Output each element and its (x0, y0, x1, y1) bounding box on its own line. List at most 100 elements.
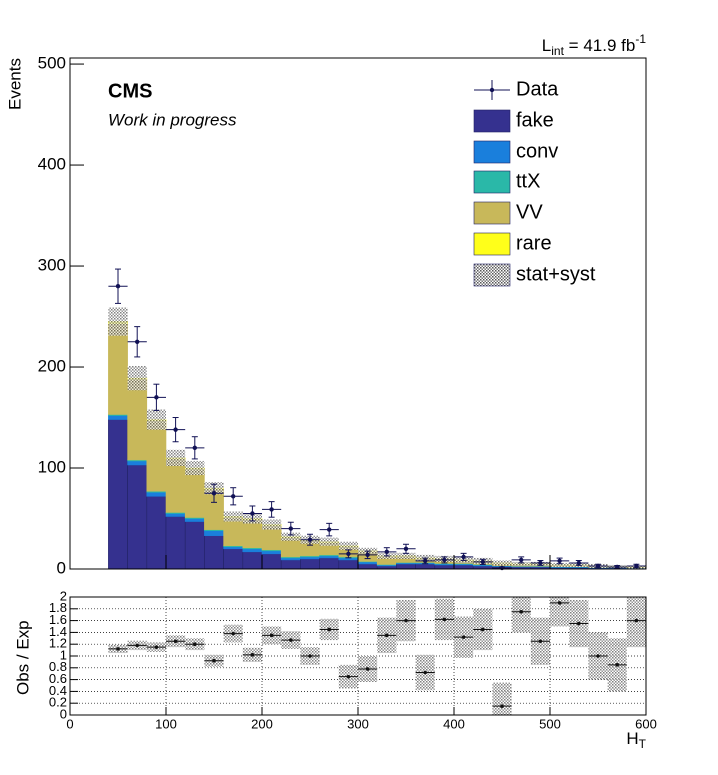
stack-segment (204, 535, 224, 570)
data-point (173, 427, 178, 432)
stack-segment (165, 513, 186, 517)
data-point (154, 395, 159, 400)
uncertainty-band (281, 532, 301, 541)
ratio-point (212, 658, 216, 663)
stack-segment (280, 559, 301, 570)
stack-segment (127, 464, 148, 570)
ratio-point (634, 618, 639, 623)
stack-segment (223, 546, 244, 550)
ratio-point (596, 654, 600, 658)
y-axis-label: Events (5, 58, 24, 110)
stack-segment (357, 561, 378, 565)
legend-swatch (473, 109, 511, 133)
stack-segment (434, 564, 455, 570)
ratio-point (231, 631, 235, 636)
data-point (442, 557, 447, 563)
legend-swatch (473, 201, 511, 225)
ratio-point (154, 645, 159, 649)
ratio-band (492, 682, 512, 715)
data-point (538, 560, 543, 566)
stack-segment (146, 420, 167, 492)
data-point (461, 554, 466, 560)
ratio-point (250, 653, 255, 657)
ratio-point (423, 670, 428, 675)
ratio-point (461, 635, 466, 639)
y-tick-label: 0.8 (49, 659, 67, 674)
lumi-label: Lint = 41.9 fb-1 (542, 32, 647, 58)
data-point (288, 526, 293, 531)
y-tick-label: 1.2 (49, 636, 67, 651)
y-tick-label: 0.2 (49, 695, 67, 710)
ratio-point (442, 617, 447, 622)
status-label: Work in progress (108, 110, 237, 129)
legend-swatch (473, 140, 511, 164)
data-point (346, 551, 351, 557)
uncertainty-band (223, 511, 243, 522)
ratio-band (550, 597, 570, 627)
stack-segment (108, 419, 128, 570)
ratio-point (519, 609, 523, 614)
text-part: int (551, 44, 564, 58)
uncertainty-band (127, 366, 147, 391)
stack-segment (280, 557, 301, 561)
stack-segment (300, 558, 320, 570)
x-tick-label: 100 (155, 716, 177, 731)
x-tick-label: 300 (347, 716, 369, 731)
data-point (211, 491, 217, 496)
y-tick-label: 100 (38, 457, 66, 476)
data-point (269, 507, 274, 512)
legend-label: rare (516, 232, 552, 254)
y-tick-label: 0 (57, 558, 66, 577)
legend-label: conv (516, 140, 558, 162)
ratio-point (615, 663, 619, 667)
y-tick-label: 1.4 (49, 624, 67, 639)
data-point (480, 559, 485, 565)
cms-label: CMS (108, 80, 152, 102)
uncertainty-band (319, 537, 339, 546)
data-point (384, 549, 389, 555)
uncertainty-band (396, 552, 416, 559)
stack-segment (223, 517, 244, 547)
ratio-point (538, 639, 543, 644)
stack-segment (223, 548, 244, 570)
ratio-band (511, 597, 531, 633)
text-part: = 41.9 fb (564, 36, 635, 55)
stack-segment (396, 563, 416, 570)
ratio-point (116, 647, 120, 651)
x-tick-label: 200 (251, 716, 273, 731)
stack-segment (108, 415, 128, 420)
uncertainty-band (262, 519, 282, 530)
ratio-point (385, 633, 389, 638)
legend-swatch (473, 170, 511, 194)
stack-segment (184, 468, 205, 518)
data-point (403, 546, 409, 552)
stack-segment (242, 551, 263, 570)
text-part: H (626, 729, 638, 748)
x-tick-label: 500 (539, 716, 561, 731)
data-point (557, 558, 562, 564)
x-tick-label: 600 (635, 716, 657, 731)
x-axis-label: HT (626, 729, 646, 751)
data-point (135, 339, 140, 344)
data-point (615, 564, 620, 570)
ratio-point (289, 638, 293, 642)
stack-segment (357, 563, 378, 570)
data-point (250, 511, 255, 516)
uncertainty-band (166, 449, 186, 466)
uncertainty-band (108, 307, 128, 336)
data-point (231, 494, 236, 499)
stack-segment (338, 559, 359, 570)
stack-segment (127, 378, 148, 461)
uncertainty-band (185, 460, 205, 476)
data-point (115, 284, 121, 289)
ratio-point (577, 621, 581, 626)
legend-label: stat+syst (516, 263, 596, 285)
data-point (327, 527, 332, 532)
stack-segment (184, 518, 205, 522)
ratio-point (404, 618, 408, 623)
y-tick-label: 0 (60, 706, 67, 721)
stack-segment (261, 550, 282, 555)
ratio-point (308, 654, 312, 658)
stack-segment (242, 519, 263, 549)
ratio-point (173, 639, 178, 644)
